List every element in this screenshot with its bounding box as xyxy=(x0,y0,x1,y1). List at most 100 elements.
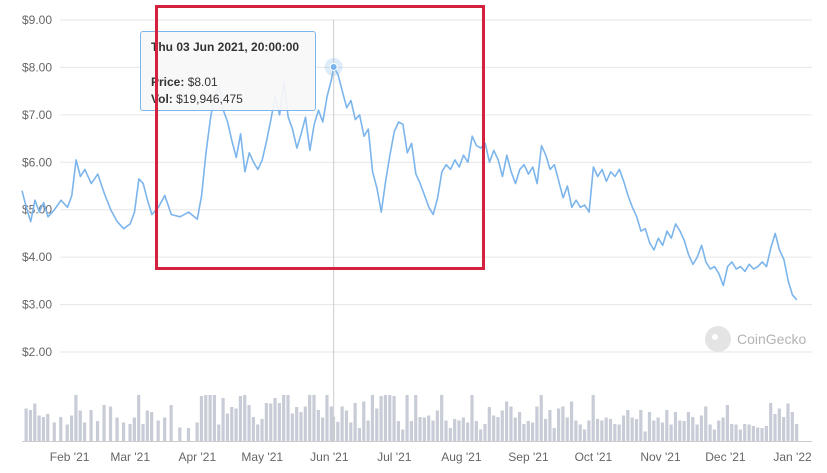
tooltip-price-label: Price: xyxy=(151,75,185,89)
volume-bar xyxy=(78,410,82,441)
volume-bar xyxy=(777,408,781,441)
volume-bar xyxy=(247,405,251,441)
y-tick-label: $3.00 xyxy=(22,298,52,312)
x-tick-label: Aug '21 xyxy=(441,450,482,464)
highlight-box xyxy=(155,5,485,270)
hover-point xyxy=(329,62,338,71)
volume-bar xyxy=(751,426,755,441)
volume-bar xyxy=(409,421,413,441)
volume-bar xyxy=(340,406,344,441)
x-tick-label: Oct '21 xyxy=(575,450,613,464)
volume-bar xyxy=(440,395,444,441)
volume-bar xyxy=(492,415,496,441)
volume-bar xyxy=(163,417,167,441)
volume-bar xyxy=(366,420,370,441)
volume-bar xyxy=(169,405,173,441)
volume-bar xyxy=(669,424,673,441)
volume-bar xyxy=(414,395,418,441)
volume-bar xyxy=(556,408,561,441)
volume-bar xyxy=(569,401,574,441)
volume-bar xyxy=(773,414,777,441)
volume-bar xyxy=(329,406,333,441)
volume-bar xyxy=(712,429,717,441)
volume-bar xyxy=(383,395,388,441)
volume-bar xyxy=(574,420,578,441)
volume-bar xyxy=(704,406,708,441)
volume-bar xyxy=(405,395,409,441)
volume-bar xyxy=(604,417,608,441)
volume-bar xyxy=(370,395,375,441)
volume-bar xyxy=(178,427,182,441)
volume-bar xyxy=(308,395,312,441)
volume-bar xyxy=(626,410,630,441)
volume-bar xyxy=(102,405,106,441)
volume-bar xyxy=(673,412,678,441)
coingecko-watermark: CoinGecko xyxy=(705,325,806,353)
volume-bar xyxy=(392,396,396,441)
volume-bar xyxy=(273,398,277,441)
x-tick-label: Mar '21 xyxy=(110,450,150,464)
volume-bar xyxy=(760,428,764,441)
volume-bar xyxy=(505,401,509,441)
chart-tooltip: Thu 03 Jun 2021, 20:00:00 Price: $8.01 V… xyxy=(140,31,316,111)
volume-bar xyxy=(782,417,786,441)
volume-bar xyxy=(121,422,126,441)
volume-bar xyxy=(137,395,141,441)
volume-bar xyxy=(199,396,204,441)
volume-bar xyxy=(230,407,234,441)
volume-bar xyxy=(95,421,100,441)
volume-bar xyxy=(682,421,686,441)
volume-bar xyxy=(665,410,669,441)
volume-bar xyxy=(243,395,247,441)
volume-bar xyxy=(186,428,191,441)
volume-bar xyxy=(204,395,208,441)
volume-bar xyxy=(418,417,422,441)
volume-bar xyxy=(444,420,448,441)
volume-bar xyxy=(379,396,383,441)
volume-bar xyxy=(595,419,600,441)
x-tick-label: Nov '21 xyxy=(640,450,681,464)
volume-bar xyxy=(353,403,357,441)
y-tick-label: $7.00 xyxy=(22,108,52,122)
volume-bar xyxy=(132,417,136,441)
volume-bar xyxy=(756,427,760,441)
volume-bar xyxy=(734,424,738,441)
volume-bar xyxy=(299,412,303,441)
volume-bar xyxy=(591,395,595,441)
volume-bar xyxy=(487,407,491,441)
volume-bar xyxy=(375,408,379,441)
tooltip-price-value: $8.01 xyxy=(187,75,218,89)
volume-bar xyxy=(600,420,604,441)
volume-bar xyxy=(652,420,656,441)
volume-bar xyxy=(526,421,530,441)
volume-bar xyxy=(128,424,132,441)
volume-bar xyxy=(725,405,729,441)
volume-bar xyxy=(613,424,617,441)
volume-bar xyxy=(145,410,149,441)
volume-bar xyxy=(431,420,435,441)
volume-bar xyxy=(344,410,349,441)
watermark-text: CoinGecko xyxy=(737,331,807,347)
volume-bar xyxy=(24,408,28,441)
volume-bar xyxy=(260,419,264,441)
volume-bar xyxy=(634,419,639,441)
volume-bar xyxy=(535,406,539,441)
volume-bar xyxy=(89,410,93,441)
volume-bar xyxy=(221,398,225,441)
volume-bar xyxy=(82,422,87,441)
volume-bar xyxy=(52,422,56,441)
volume-bar xyxy=(295,407,299,441)
volume-bar xyxy=(786,403,790,441)
volume-bar xyxy=(552,428,556,441)
volume-bar xyxy=(561,406,565,441)
volume-bar xyxy=(539,395,543,441)
volume-bar xyxy=(33,403,37,441)
volume-bar xyxy=(256,424,260,441)
volume-bar xyxy=(500,410,504,441)
volume-bar xyxy=(530,422,535,441)
volume-bar xyxy=(225,413,230,441)
volume-bar xyxy=(643,431,647,441)
volume-bar xyxy=(349,422,353,441)
volume-bar xyxy=(578,424,582,441)
